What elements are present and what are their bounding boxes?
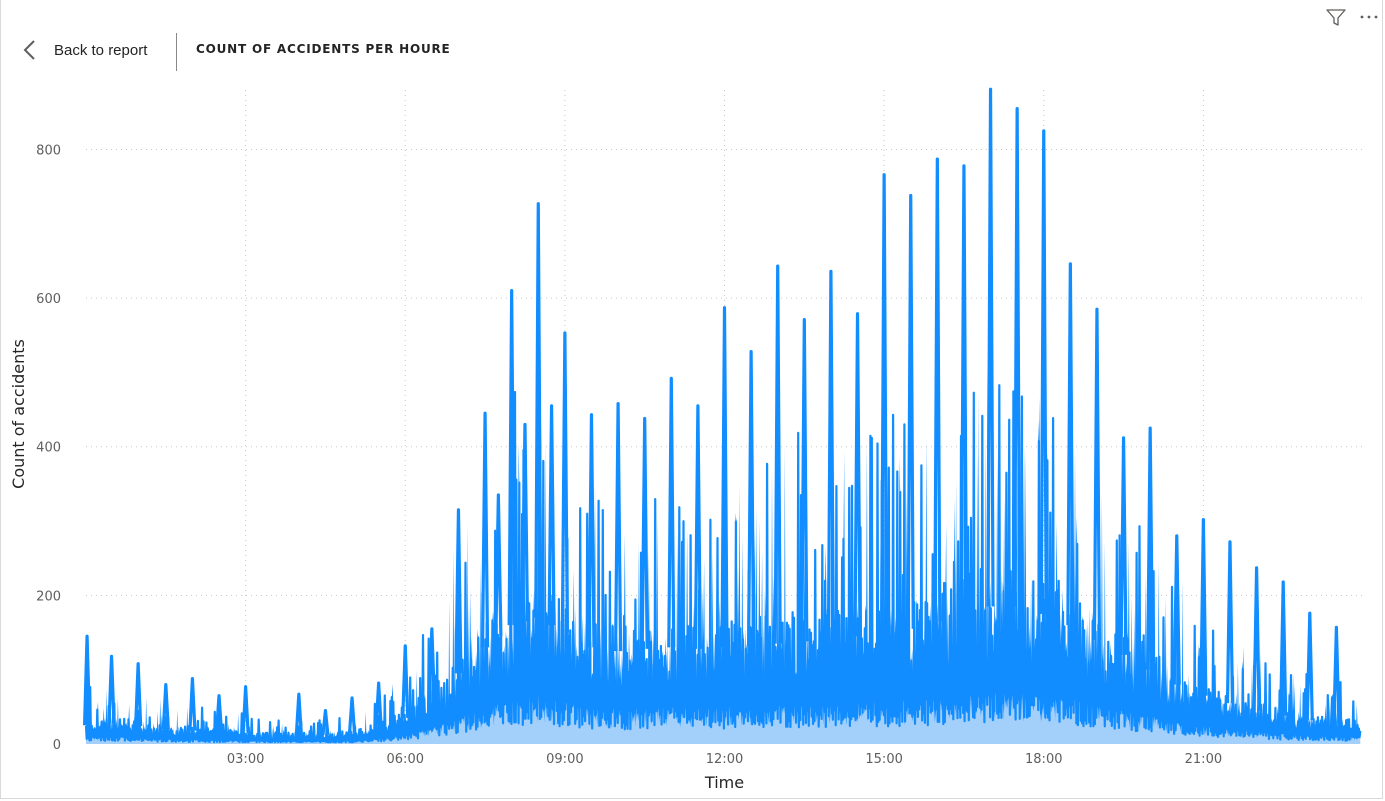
peak-spike: [494, 493, 503, 637]
y-tick-label: 600: [36, 292, 61, 307]
y-axis-ticks: 0 200 400 600 800: [36, 143, 61, 753]
peak-spike: [214, 694, 224, 733]
peak-spike: [986, 87, 995, 607]
y-tick-label: 0: [53, 738, 61, 753]
y-tick-label: 800: [36, 143, 61, 158]
peak-spike: [1332, 625, 1341, 724]
peak-spike: [1172, 534, 1181, 685]
x-tick-label: 09:00: [546, 752, 583, 767]
peak-marks: [82, 87, 1341, 736]
peak-spike: [401, 644, 410, 719]
peak-spike: [82, 634, 92, 726]
peak-spike: [1013, 106, 1022, 607]
x-axis-title: Time: [704, 773, 744, 792]
y-tick-label: 200: [36, 589, 61, 604]
peak-spike: [720, 306, 729, 648]
peak-spike: [1252, 566, 1261, 711]
peak-spike: [587, 413, 596, 648]
peak-spike: [1066, 262, 1075, 626]
x-tick-label: 12:00: [706, 752, 743, 767]
x-axis-ticks: 03:00 06:00 09:00 12:00 15:00 18:00 21:00: [227, 752, 1222, 767]
x-tick-label: 18:00: [1025, 752, 1062, 767]
peak-spike: [1199, 517, 1208, 696]
peak-spike: [640, 416, 649, 649]
peak-spike: [1092, 307, 1102, 640]
header-divider: [176, 33, 177, 71]
peak-spike: [1225, 540, 1235, 704]
x-tick-label: 15:00: [865, 752, 902, 767]
peak-spike: [534, 202, 543, 618]
chevron-left-icon: [23, 40, 35, 60]
peak-spike: [454, 508, 463, 674]
peak-spike: [547, 404, 556, 626]
peak-spike: [1146, 426, 1155, 670]
peak-spike: [560, 331, 569, 633]
peak-spike: [613, 402, 623, 652]
back-to-report-button[interactable]: Back to report: [20, 36, 147, 64]
peak-spike: [773, 264, 782, 644]
peak-spike: [667, 376, 676, 648]
peak-spike: [693, 404, 702, 649]
peak-spike: [294, 692, 303, 736]
peak-spike: [800, 318, 809, 642]
peak-spike: [107, 654, 116, 724]
peak-spike: [374, 681, 383, 728]
peak-spike: [747, 350, 756, 646]
peak-spike: [321, 708, 330, 736]
y-axis-title: Count of accidents: [9, 339, 28, 489]
peak-spike: [853, 312, 862, 637]
peak-spike: [241, 685, 250, 734]
y-tick-label: 400: [36, 441, 61, 456]
peak-spike: [427, 627, 436, 700]
peak-spike: [161, 682, 170, 730]
peak-spike: [347, 696, 357, 733]
peak-spike: [1119, 436, 1128, 655]
peak-spike: [134, 662, 143, 727]
more-options-icon[interactable]: [1358, 6, 1380, 28]
peak-spike: [959, 164, 969, 614]
filter-icon[interactable]: [1325, 6, 1347, 28]
peak-spike: [880, 173, 889, 633]
x-tick-label: 03:00: [227, 752, 264, 767]
x-tick-label: 06:00: [387, 752, 424, 767]
peak-spike: [1039, 129, 1048, 614]
peak-spike: [507, 289, 516, 626]
peak-spike: [1279, 580, 1288, 716]
x-tick-label: 21:00: [1185, 752, 1222, 767]
peak-spike: [188, 677, 197, 731]
back-to-report-label: Back to report: [54, 41, 148, 59]
peak-spike: [520, 422, 530, 622]
peak-spike: [1305, 611, 1314, 721]
peak-spike: [933, 157, 942, 622]
peak-spike: [480, 411, 490, 648]
visual-title: COUNT OF ACCIDENTS PER HOURE: [196, 42, 451, 56]
peak-spike: [906, 193, 915, 629]
focus-mode-header: Back to report COUNT OF ACCIDENTS PER HO…: [0, 0, 1385, 90]
peak-spike: [826, 269, 836, 640]
